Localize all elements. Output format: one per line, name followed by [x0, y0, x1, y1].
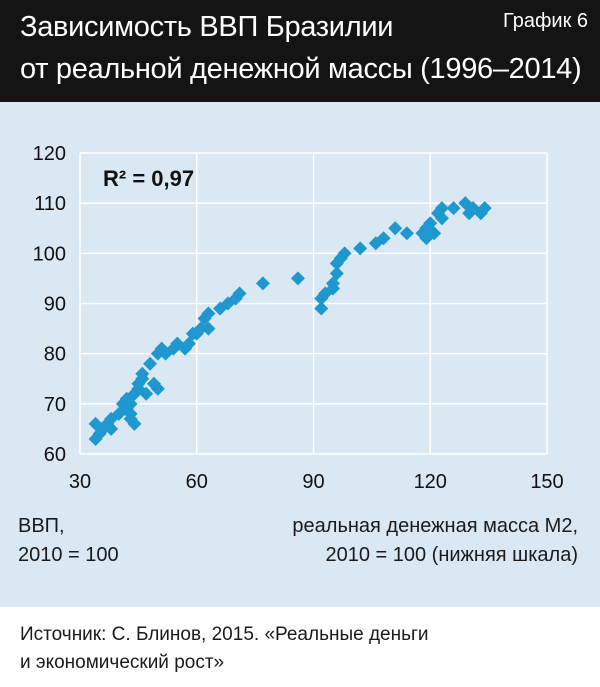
scatter-point: [314, 301, 329, 316]
source-note: Источник: С. Блинов, 2015. «Реальные ден…: [20, 621, 580, 677]
scatter-point: [329, 266, 344, 281]
y-tick-label: 100: [33, 243, 66, 265]
grid-lines: [79, 152, 548, 455]
scatter-point: [193, 321, 208, 336]
y-tick-label: 120: [33, 143, 66, 165]
chart-header: Зависимость ВВП Бразилии от реальной ден…: [0, 0, 600, 102]
scatter-point: [255, 276, 270, 291]
scatter-point: [135, 366, 150, 381]
x-axis-caption-line1: реальная денежная масса М2,: [292, 515, 578, 537]
x-tick-label: 120: [414, 471, 447, 493]
x-axis-caption-line2: 2010 = 100 (нижняя шкала): [325, 544, 578, 566]
x-axis-caption: реальная денежная масса М2, 2010 = 100 (…: [292, 512, 578, 570]
scatter-point: [446, 201, 461, 216]
scatter-point: [201, 306, 216, 321]
source-line1: Источник: С. Блинов, 2015. «Реальные ден…: [20, 624, 429, 645]
scatter-point: [477, 201, 492, 216]
source-footer: Источник: С. Блинов, 2015. «Реальные ден…: [0, 607, 600, 687]
graph-number-label: График 6: [502, 10, 588, 32]
y-tick-label: 60: [44, 444, 66, 466]
y-axis-caption-line1: ВВП,: [18, 515, 65, 537]
y-tick-label: 110: [34, 193, 66, 215]
scatter-point: [399, 226, 414, 241]
x-tick-label: 90: [302, 471, 324, 493]
scatter-point: [139, 386, 154, 401]
scatter-point: [434, 211, 449, 226]
source-line2: и экономический рост»: [20, 652, 225, 673]
scatter-point: [290, 271, 305, 286]
y-axis-caption: ВВП, 2010 = 100: [18, 512, 119, 570]
r-squared-annotation: R² = 0,97: [103, 166, 194, 191]
scatter-point: [376, 231, 391, 246]
scatter-point: [143, 356, 158, 371]
y-tick-label: 80: [44, 344, 66, 366]
chart-title: Зависимость ВВП Бразилии от реальной ден…: [20, 6, 582, 90]
y-tick-label: 90: [44, 294, 66, 316]
chart-title-line1: Зависимость ВВП Бразилии: [20, 11, 394, 43]
scatter-point: [337, 246, 352, 261]
scatter-point: [127, 416, 142, 431]
scatter-point: [232, 286, 247, 301]
scatter-point: [388, 221, 403, 236]
y-tick-label: 70: [44, 394, 66, 416]
scatter-point: [427, 226, 442, 241]
scatter-point: [434, 201, 449, 216]
scatter-point: [423, 216, 438, 231]
x-tick-label: 30: [69, 471, 91, 493]
x-tick-label: 150: [530, 471, 563, 493]
scatter-point: [150, 381, 165, 396]
chart-area: 60 70 80 90 100 110 120 30 60 90 120 150 R² = 0,97 …: [0, 102, 600, 607]
y-axis-caption-line2: 2010 = 100: [18, 544, 119, 566]
scatter-point: [353, 241, 368, 256]
data-points: [88, 196, 492, 446]
x-tick-label: 60: [186, 471, 208, 493]
scatter-point: [104, 421, 119, 436]
scatter-point: [201, 321, 216, 336]
chart-title-line2: от реальной денежной массы (1996–2014): [20, 53, 582, 85]
